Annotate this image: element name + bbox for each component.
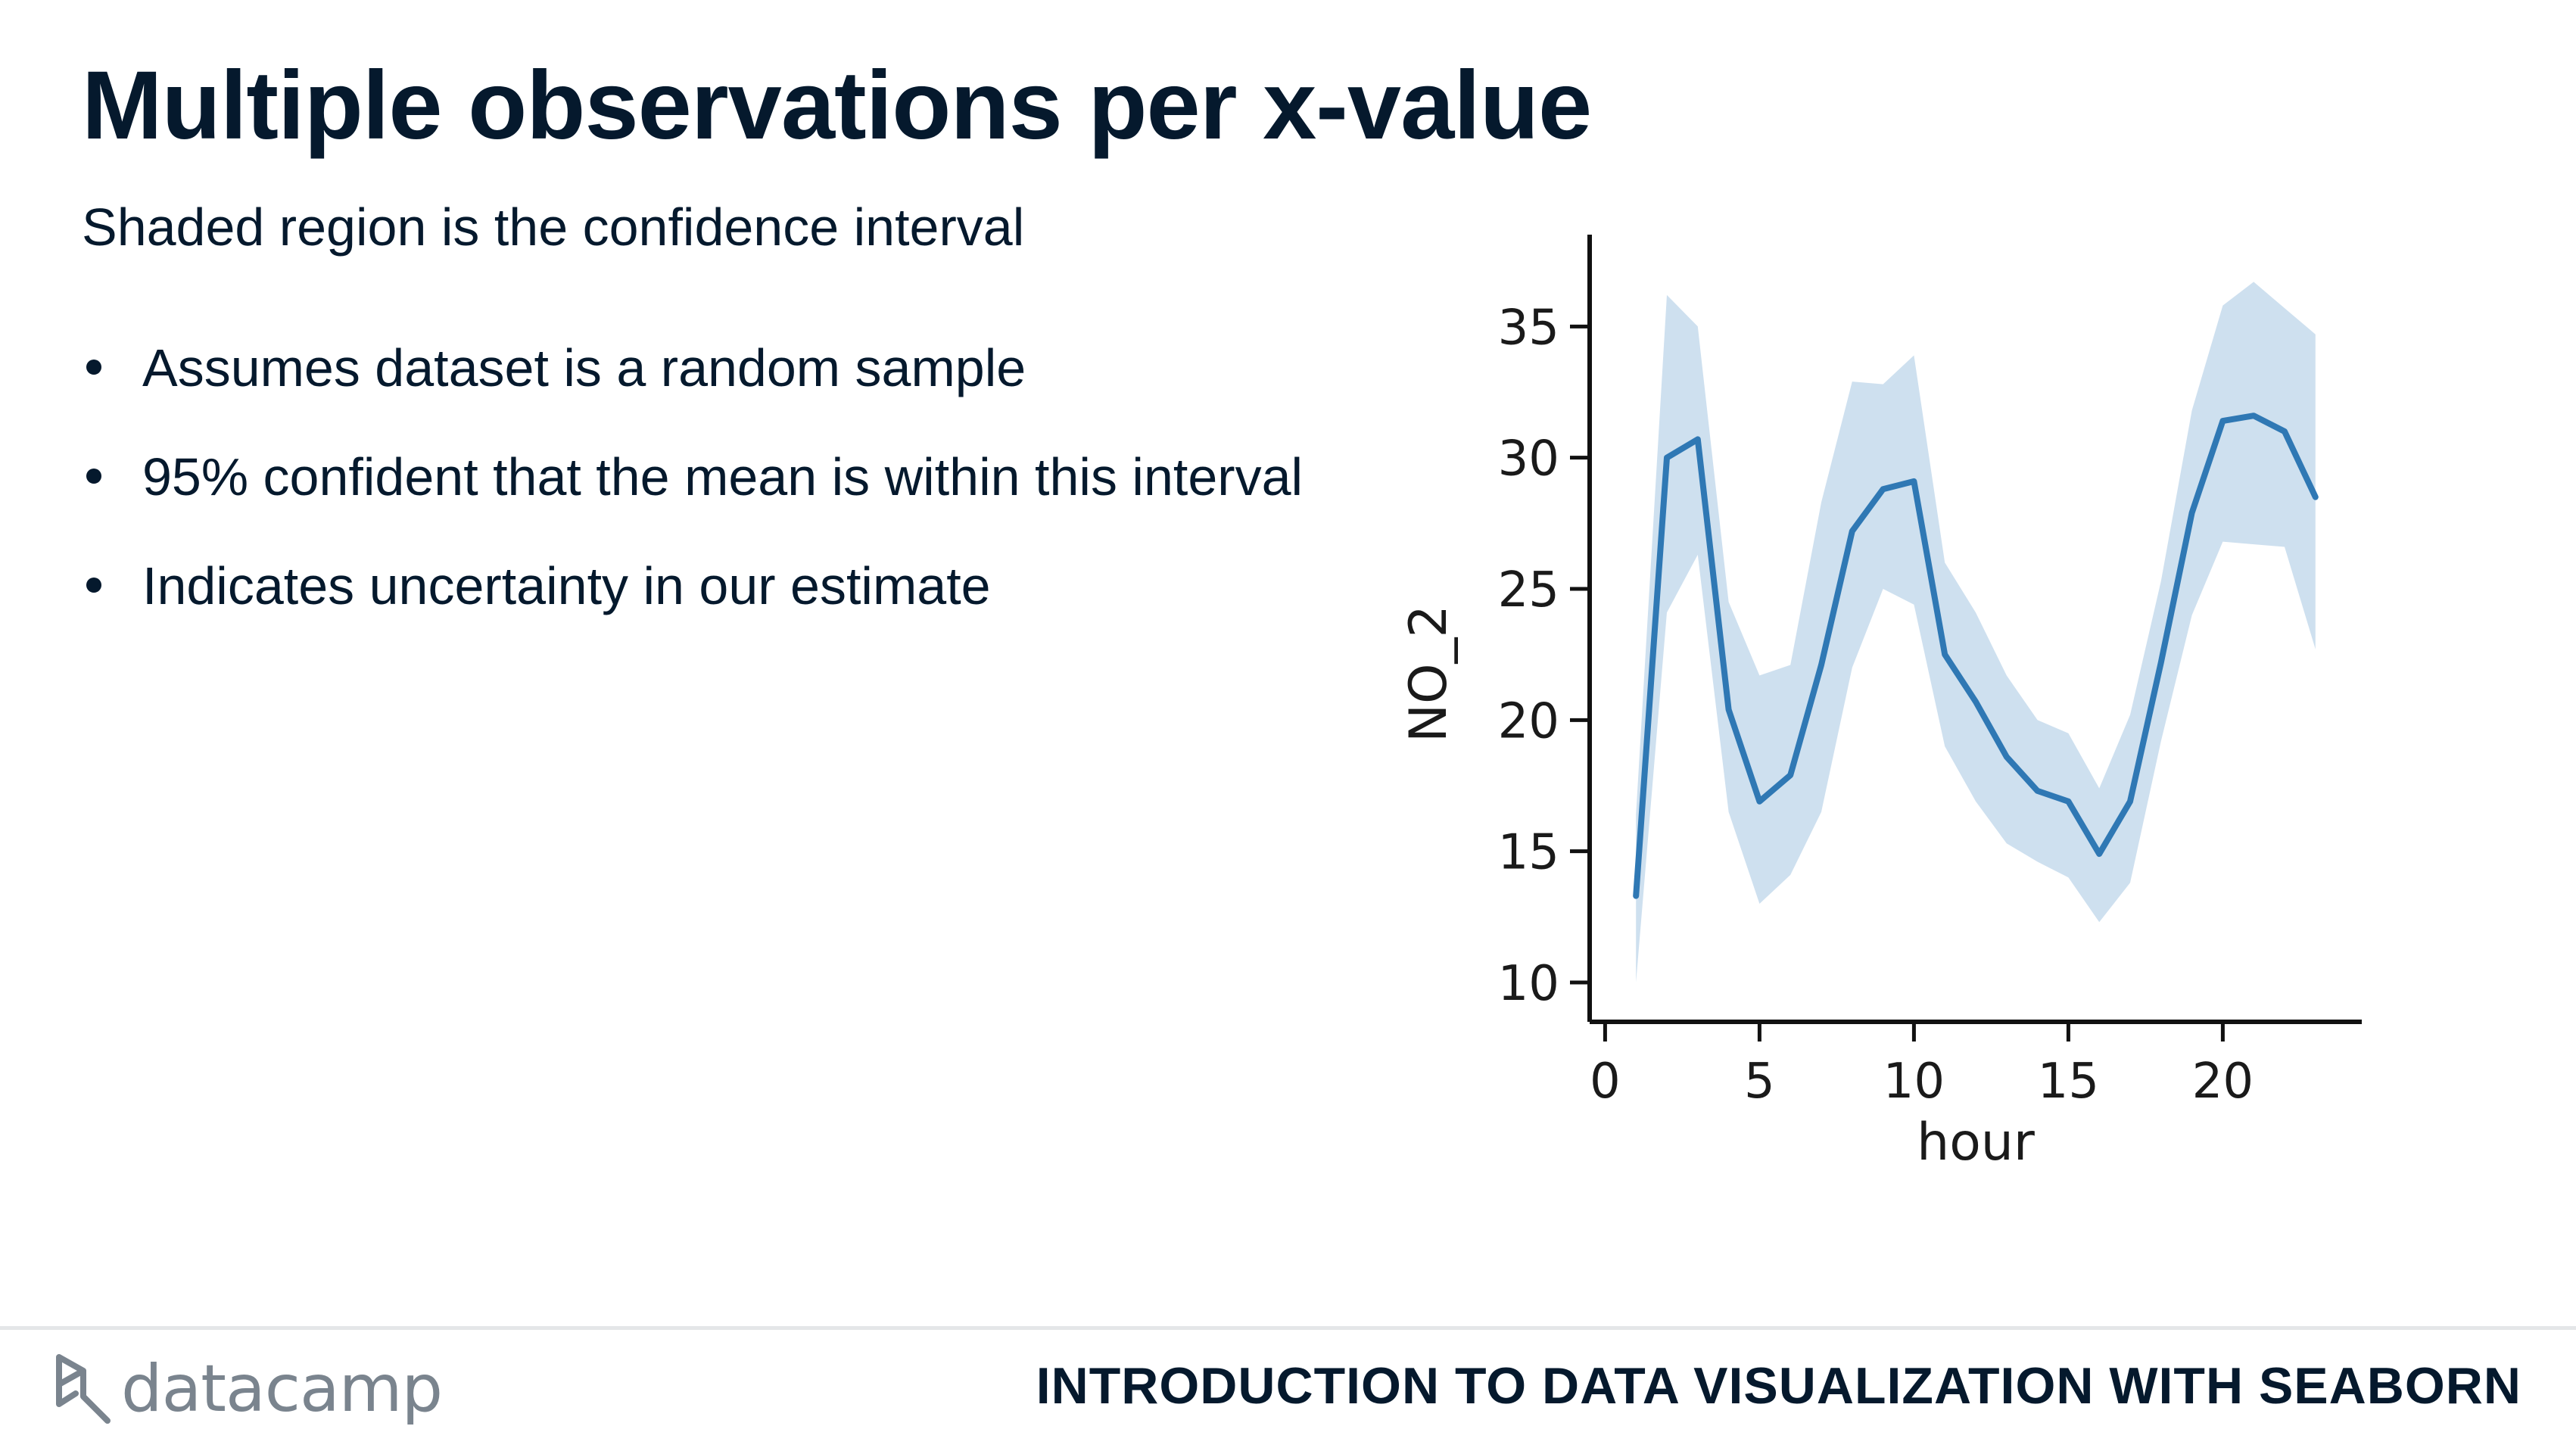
bullet-item: Indicates uncertainty in our estimate — [82, 545, 1308, 627]
bullet-item: Assumes dataset is a random sample — [82, 327, 1308, 409]
mean-line — [1633, 413, 2319, 899]
confidence-interval-band — [1636, 282, 2316, 982]
bullet-icon — [86, 360, 101, 375]
y-tick-label: 10 — [1498, 956, 1559, 1012]
x-tick-label: 15 — [2038, 1054, 2099, 1110]
y-tick-label: 15 — [1498, 825, 1559, 881]
course-title: INTRODUCTION TO DATA VISUALIZATION WITH … — [1036, 1357, 2521, 1415]
datacamp-wordmark: datacamp — [121, 1351, 443, 1427]
y-axis-label: NO_2 — [1400, 605, 1459, 743]
x-axis-label: hour — [1917, 1113, 2035, 1172]
footer-divider — [0, 1326, 2576, 1330]
bullet-text: 95% confident that the mean is within th… — [142, 447, 1304, 506]
plot-area — [1633, 282, 2319, 982]
no2-line-chart: 10 15 20 25 30 35 0 5 10 15 20 hour NO_2 — [1400, 235, 2362, 1172]
datacamp-logo: datacamp — [53, 1347, 443, 1431]
slide-subtitle: Shaded region is the confidence interval — [82, 198, 1025, 257]
bullet-text: Assumes dataset is a random sample — [142, 338, 1026, 397]
bullet-text: Indicates uncertainty in our estimate — [142, 556, 991, 615]
y-tick-label: 30 — [1498, 431, 1559, 487]
bullet-item: 95% confident that the mean is within th… — [82, 436, 1308, 518]
x-tick-label: 0 — [1590, 1054, 1621, 1110]
x-tick-label: 5 — [1744, 1054, 1775, 1110]
slide-title: Multiple observations per x-value — [82, 51, 1592, 160]
datacamp-logo-icon — [56, 1354, 111, 1424]
bullet-icon — [86, 578, 101, 593]
y-tick-label: 25 — [1498, 562, 1559, 618]
x-tick-label: 10 — [1883, 1054, 1945, 1110]
y-tick-label: 20 — [1498, 693, 1559, 749]
bullet-list: Assumes dataset is a random sample 95% c… — [82, 327, 1308, 654]
x-tick-label: 20 — [2192, 1054, 2254, 1110]
chart-axes: 10 15 20 25 30 35 0 5 10 15 20 — [1498, 235, 2362, 1110]
bullet-icon — [86, 469, 101, 484]
y-tick-label: 35 — [1498, 300, 1559, 356]
